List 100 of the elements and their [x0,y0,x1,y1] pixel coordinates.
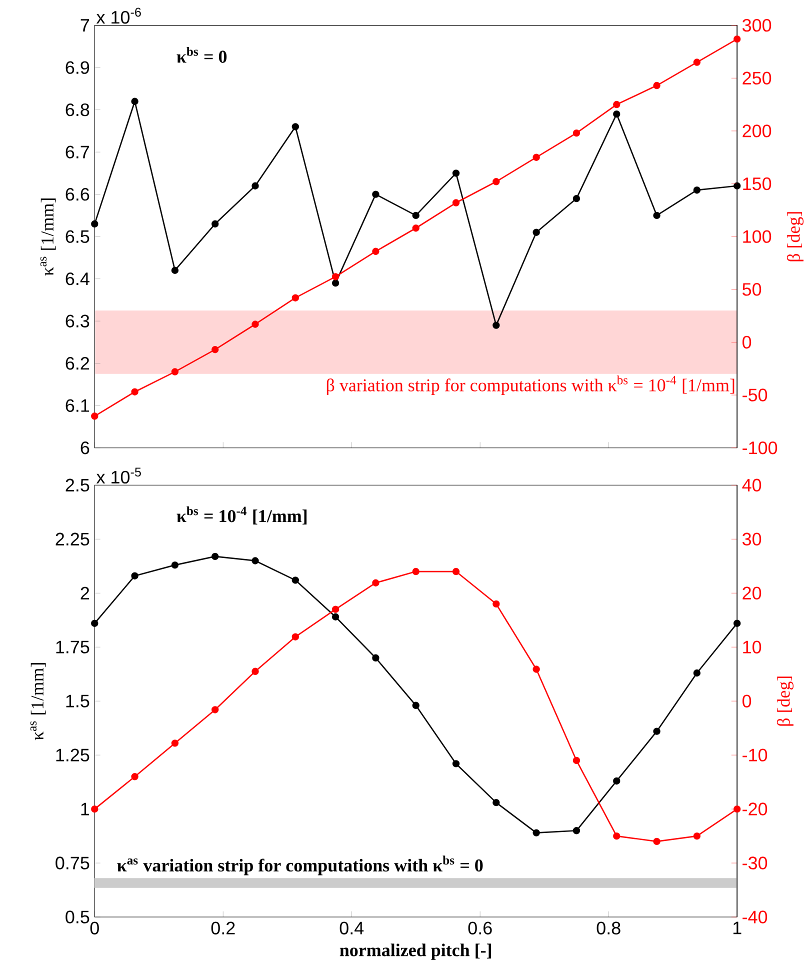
y-tick-label: 0.75 [55,856,89,870]
y-tick-label: 6 [80,441,89,454]
y-tick-label: 6.3 [66,314,89,328]
y-tick-label: 6.9 [66,61,89,74]
point [612,100,620,108]
point [251,182,259,190]
x-axis-title: normalized pitch [-] [340,944,491,960]
y2-tick-label: 100 [742,230,771,243]
y2-tick-label: -100 [742,441,777,454]
point [412,568,420,576]
point [452,199,460,206]
x-tick-label: 0.6 [468,922,492,934]
point [612,110,620,118]
point [332,273,339,280]
point [492,600,500,608]
x-tick-label: 1 [733,922,742,934]
point [452,170,460,177]
point [532,154,540,161]
point [693,832,700,840]
y2-tick-label: 30 [742,532,761,546]
y-tick-label: 6.4 [66,272,90,286]
point [372,579,380,586]
y2-tick-label: 300 [742,18,771,32]
y-tick-label: 2 [80,586,89,600]
point [693,186,700,194]
point [251,668,259,675]
y2-tick-label: 0 [742,336,751,349]
annotation: κ$^{bs}$ = 0 [176,46,226,63]
y2-tick-label: 10 [742,640,761,654]
y2-tick-label: -50 [742,388,767,402]
y-tick-label: 6.5 [66,230,89,243]
y2-tick-label: -20 [742,802,767,816]
y-tick-label: 6.2 [66,356,89,370]
point [492,322,500,329]
y-tick-label: 1.25 [56,748,89,762]
point [372,654,380,662]
point [492,798,500,806]
point [130,98,138,105]
point [90,220,98,228]
point [90,805,98,813]
point [211,552,219,560]
point [412,212,420,220]
point [171,368,178,376]
point [332,279,339,287]
point [292,123,299,130]
y2-tick-label: 20 [742,586,761,600]
point [572,756,580,764]
point [572,129,580,137]
point [251,320,259,328]
text: x 10$^{-5}$ [96,468,141,484]
point [292,576,299,584]
y2-tick-label: -40 [742,910,767,924]
y2-tick-label: 50 [742,283,761,296]
point [532,666,540,673]
point [130,572,138,580]
point [693,669,700,677]
x-tick-label: 0 [90,922,99,934]
point [211,346,219,354]
y-tick-label: 6.7 [66,146,89,158]
point [652,838,660,846]
y2-tick-label: 200 [742,124,771,138]
point [292,294,299,302]
point [532,228,540,236]
y-tick-label: 6.6 [66,188,89,201]
point [90,412,98,420]
point [452,568,460,576]
y-tick-label: 2.25 [56,532,89,546]
point [292,633,299,640]
point [372,190,380,198]
point [733,805,741,813]
y-tick-label: 0.5 [65,910,89,924]
y2-axis-title: β [deg] [786,212,804,262]
point [211,220,219,228]
y2-axis-title: β [deg] [776,676,794,726]
point [412,224,420,232]
y-tick-label: 1.75 [56,640,89,654]
point [211,706,219,714]
point [251,557,259,564]
point [693,58,700,66]
y2-tick-label: 250 [742,72,771,84]
point [652,82,660,90]
y2-tick-label: 0 [742,694,751,708]
y2-tick-label: -10 [742,748,767,762]
band-label: κ$^{as}$ variation strip for computations with κ$^{bs}$ = 0 [116,856,483,876]
y-tick-label: 6.8 [66,103,89,116]
x-tick-label: 0.4 [340,922,364,934]
y-tick-label: 1 [81,802,89,816]
point [572,827,580,834]
point [171,740,178,747]
point [452,760,460,768]
y-tick-label: 2.5 [66,478,89,492]
point [652,728,660,735]
point [332,613,339,620]
y-tick-label: 7 [80,19,89,32]
point [412,702,420,710]
point [332,606,339,613]
y-tick-label: 1.5 [66,694,89,708]
point [131,388,138,396]
point [492,178,500,186]
y2-tick-label: 40 [742,478,761,492]
